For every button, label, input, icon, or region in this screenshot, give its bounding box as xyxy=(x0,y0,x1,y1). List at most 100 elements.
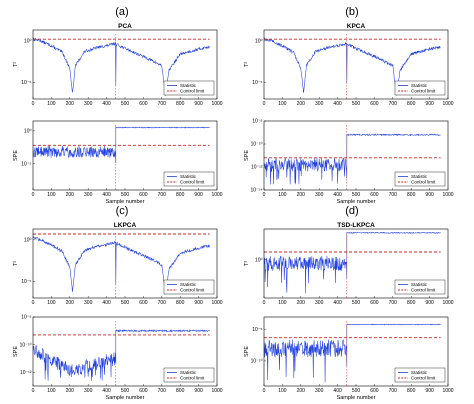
x-tick-label: 900 xyxy=(425,101,434,107)
x-tick-label: 0 xyxy=(263,300,266,306)
x-tick-label: 0 xyxy=(32,101,35,107)
x-tick-label: 500 xyxy=(352,101,361,107)
x-tick-label: 100 xyxy=(278,101,287,107)
y-axis-label: T² xyxy=(13,261,19,266)
x-tick-label: 700 xyxy=(158,300,167,306)
y-axis-label: SPE xyxy=(13,346,19,357)
y-tick-label: 10⁰ xyxy=(255,39,263,45)
y-tick-label: 10⁻⁵ xyxy=(252,80,262,86)
plot-4: 0 100 200 300 400 500 600 700 800 900 1000 10⁻⁸ 10⁻¹… xyxy=(244,119,454,205)
statistic-series-line xyxy=(33,126,210,164)
legend-statistic-label: Statistic xyxy=(180,282,197,287)
x-tick-label: 200 xyxy=(297,192,306,198)
x-tick-label: 1000 xyxy=(442,101,453,107)
x-tick-label: 900 xyxy=(194,388,203,394)
x-tick-label: 800 xyxy=(176,300,185,306)
x-tick-label: 300 xyxy=(315,300,324,306)
y-tick-label: 10⁻⁸ xyxy=(252,119,262,125)
legend-box xyxy=(163,367,215,383)
y-tick-label: 10⁰ xyxy=(255,257,263,263)
x-tick-label: 100 xyxy=(278,300,287,306)
x-tick-label: 100 xyxy=(47,192,56,198)
x-tick-label: 0 xyxy=(32,300,35,306)
y-axis-label: SPE xyxy=(244,150,250,161)
x-tick-label: 1000 xyxy=(211,192,222,198)
legend-statistic-label: Statistic xyxy=(180,174,197,179)
legend-box xyxy=(163,279,215,295)
x-tick-label: 200 xyxy=(66,192,75,198)
x-tick-label: 400 xyxy=(102,101,111,107)
x-tick-label: 1000 xyxy=(442,300,453,306)
x-tick-label: 200 xyxy=(66,388,75,394)
x-tick-label: 600 xyxy=(370,192,379,198)
plot-title: TSD-LKPCA xyxy=(337,222,375,229)
x-tick-label: 100 xyxy=(278,192,287,198)
panel-letter-d: (d) xyxy=(345,205,358,217)
y-tick-label: 10⁻⁵ xyxy=(21,279,31,285)
y-tick-label: 10⁻⁵ xyxy=(21,80,31,86)
x-tick-label: 200 xyxy=(297,101,306,107)
x-axis-label: Sample number xyxy=(337,395,376,401)
plot-8: 0 100 200 300 400 500 600 700 800 900 1000 10⁻⁵ 10⁻¹… xyxy=(244,316,454,401)
x-tick-label: 400 xyxy=(333,388,342,394)
plot-6: 0 100 200 300 400 500 600 700 800 900 1000 10⁻⁸ 10⁻¹… xyxy=(13,315,223,401)
legend-limit-label: Control limit xyxy=(180,376,205,381)
legend-statistic-label: Statistic xyxy=(411,282,428,287)
x-axis-label: Sample number xyxy=(337,199,376,205)
x-tick-label: 300 xyxy=(84,300,93,306)
x-tick-label: 400 xyxy=(102,300,111,306)
x-tick-label: 400 xyxy=(102,192,111,198)
x-tick-label: 400 xyxy=(102,388,111,394)
x-tick-label: 300 xyxy=(315,192,324,198)
y-tick-label: 10⁻¹⁴ xyxy=(250,188,262,194)
x-tick-label: 1000 xyxy=(211,300,222,306)
x-tick-label: 500 xyxy=(352,192,361,198)
x-tick-label: 700 xyxy=(389,101,398,107)
statistic-series-line xyxy=(264,231,441,294)
x-tick-label: 700 xyxy=(158,192,167,198)
x-tick-label: 1000 xyxy=(442,192,453,198)
legend-box xyxy=(394,171,446,187)
y-axis-label: T² xyxy=(13,62,19,67)
x-tick-label: 800 xyxy=(407,300,416,306)
x-tick-label: 100 xyxy=(47,388,56,394)
x-tick-label: 400 xyxy=(333,101,342,107)
y-tick-label: 10⁻¹⁰ xyxy=(251,359,263,365)
plot-title: PCA xyxy=(118,23,132,30)
x-tick-label: 600 xyxy=(370,101,379,107)
y-tick-label: 10⁰ xyxy=(24,238,32,244)
plot-title: LKPCA xyxy=(114,222,137,229)
legend-limit-label: Control limit xyxy=(180,89,205,94)
legend-limit-label: Control limit xyxy=(411,288,436,293)
x-tick-label: 200 xyxy=(297,300,306,306)
plot-3: 0 100 200 300 400 500 600 700 800 900 1000 10⁰ 10⁻⁵ K… xyxy=(244,23,454,107)
x-tick-label: 300 xyxy=(84,192,93,198)
panel-letter-b: (b) xyxy=(345,6,358,18)
legend-statistic-label: Statistic xyxy=(411,83,428,88)
x-tick-label: 300 xyxy=(84,101,93,107)
y-tick-label: 10⁻¹⁰ xyxy=(251,142,263,148)
x-tick-label: 800 xyxy=(176,192,185,198)
x-tick-label: 600 xyxy=(370,388,379,394)
x-tick-label: 0 xyxy=(263,388,266,394)
x-tick-label: 900 xyxy=(425,192,434,198)
legend-statistic-label: Statistic xyxy=(411,370,428,375)
x-tick-label: 0 xyxy=(32,192,35,198)
legend-box xyxy=(394,279,446,295)
x-tick-label: 100 xyxy=(278,388,287,394)
x-tick-label: 600 xyxy=(139,101,148,107)
x-tick-label: 800 xyxy=(407,192,416,198)
x-tick-label: 900 xyxy=(425,388,434,394)
legend-box xyxy=(394,367,446,383)
plot-title: KPCA xyxy=(347,23,366,30)
plot-2: 0 100 200 300 400 500 600 700 800 900 100010⁰10⁻⁵S… xyxy=(13,120,223,205)
x-tick-label: 1000 xyxy=(211,101,222,107)
x-tick-label: 500 xyxy=(121,300,130,306)
x-tick-label: 200 xyxy=(66,101,75,107)
